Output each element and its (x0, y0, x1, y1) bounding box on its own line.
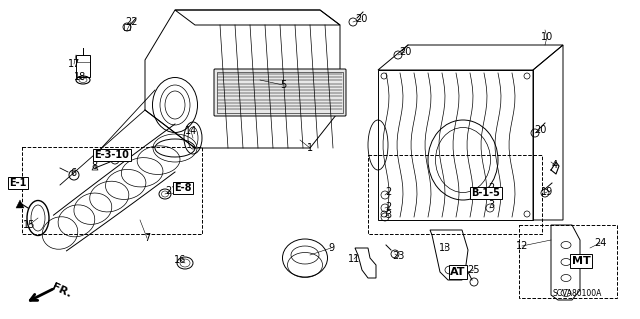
Text: 24: 24 (594, 238, 606, 248)
Text: 13: 13 (439, 243, 451, 253)
Text: 23: 23 (392, 251, 404, 261)
Text: 11: 11 (348, 254, 360, 264)
Text: B-1-5: B-1-5 (472, 188, 500, 198)
Text: MT: MT (572, 256, 590, 266)
Text: 16: 16 (174, 255, 186, 265)
Text: SCVA80100A: SCVA80100A (552, 288, 602, 298)
Text: 3: 3 (385, 210, 391, 220)
Text: 15: 15 (23, 220, 35, 230)
Bar (519, 225, 617, 298)
Text: 20: 20 (534, 125, 546, 135)
Bar (368, 155, 542, 234)
Text: 4: 4 (552, 160, 558, 170)
Bar (76, 55, 90, 77)
Text: 3: 3 (488, 200, 494, 210)
Text: 6: 6 (70, 168, 76, 178)
Text: E-3-10: E-3-10 (95, 150, 129, 160)
Text: E-8: E-8 (174, 183, 192, 193)
Text: 25: 25 (468, 265, 480, 275)
Text: 17: 17 (68, 59, 80, 69)
Polygon shape (16, 200, 24, 208)
Text: 20: 20 (355, 14, 367, 24)
Text: 7: 7 (144, 233, 150, 243)
Text: 2: 2 (385, 202, 391, 212)
Text: 20: 20 (399, 47, 411, 57)
Bar (378, 70, 533, 220)
Text: 14: 14 (185, 126, 197, 136)
Text: 18: 18 (74, 72, 86, 82)
Text: 10: 10 (541, 32, 553, 42)
Text: 5: 5 (280, 80, 286, 90)
Text: AT: AT (451, 267, 466, 277)
Text: 1: 1 (307, 143, 313, 153)
Text: 8: 8 (91, 161, 97, 171)
Text: 9: 9 (328, 243, 334, 253)
Text: FR.: FR. (50, 282, 73, 300)
Text: 2: 2 (488, 183, 494, 193)
Text: E-1: E-1 (10, 178, 27, 188)
Text: 12: 12 (516, 241, 528, 251)
Bar (217, 72, 343, 113)
Text: 2: 2 (385, 187, 391, 197)
Text: 22: 22 (125, 17, 137, 27)
FancyBboxPatch shape (214, 69, 346, 116)
Bar (22, 147, 202, 234)
Text: 21: 21 (165, 186, 177, 196)
Text: 19: 19 (541, 187, 553, 197)
